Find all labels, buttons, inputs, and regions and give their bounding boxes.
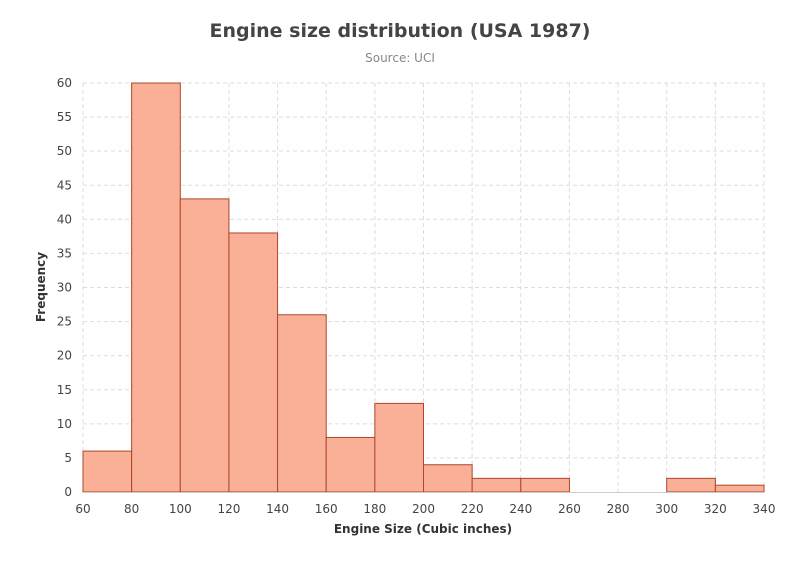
- tick-labels: 0 5 10 15 20 25 30 35 40 45 50 55 60 60 80 100 120 140 160…: [57, 76, 776, 516]
- y-tick-label: 5: [64, 451, 72, 465]
- chart-subtitle: Source: UCI: [365, 51, 435, 65]
- histogram-bar[interactable]: [131, 82, 181, 493]
- x-tick-label: 140: [266, 502, 289, 516]
- x-tick-label: 240: [509, 502, 532, 516]
- histogram-bar[interactable]: [325, 436, 376, 493]
- histogram-bar[interactable]: [714, 484, 765, 493]
- x-tick-label: 300: [655, 502, 678, 516]
- histogram-bar[interactable]: [277, 314, 327, 493]
- y-tick-label: 60: [57, 76, 72, 90]
- histogram-bar[interactable]: [423, 464, 473, 493]
- x-tick-label: 120: [217, 502, 240, 516]
- histogram-bar[interactable]: [520, 477, 570, 493]
- y-tick-label: 35: [57, 246, 72, 260]
- y-tick-label: 0: [64, 485, 72, 499]
- chart-title: Engine size distribution (USA 1987): [209, 20, 591, 42]
- x-tick-label: 80: [124, 502, 139, 516]
- histogram-bars: [82, 82, 765, 493]
- x-tick-label: 280: [607, 502, 630, 516]
- y-tick-label: 25: [57, 315, 72, 329]
- histogram-bar[interactable]: [228, 232, 279, 493]
- y-axis-title: Frequency: [34, 252, 48, 322]
- histogram-bar[interactable]: [179, 198, 230, 493]
- histogram-bar[interactable]: [471, 477, 522, 493]
- histogram-bar[interactable]: [666, 477, 716, 493]
- histogram-bar[interactable]: [82, 450, 133, 493]
- x-tick-label: 100: [169, 502, 192, 516]
- y-tick-label: 50: [57, 144, 72, 158]
- x-tick-label: 160: [315, 502, 338, 516]
- x-tick-label: 200: [412, 502, 435, 516]
- y-tick-label: 45: [57, 178, 72, 192]
- x-tick-label: 340: [753, 502, 776, 516]
- y-tick-label: 20: [57, 349, 72, 363]
- y-tick-label: 30: [57, 281, 72, 295]
- y-tick-label: 55: [57, 110, 72, 124]
- x-tick-label: 320: [704, 502, 727, 516]
- y-tick-label: 40: [57, 212, 72, 226]
- y-tick-label: 15: [57, 383, 72, 397]
- y-tick-label: 10: [57, 417, 72, 431]
- x-tick-label: 220: [461, 502, 484, 516]
- x-axis-title: Engine Size (Cubic inches): [334, 522, 512, 536]
- x-tick-label: 260: [558, 502, 581, 516]
- x-tick-label: 180: [363, 502, 386, 516]
- histogram-bar[interactable]: [374, 402, 425, 493]
- x-tick-label: 60: [75, 502, 90, 516]
